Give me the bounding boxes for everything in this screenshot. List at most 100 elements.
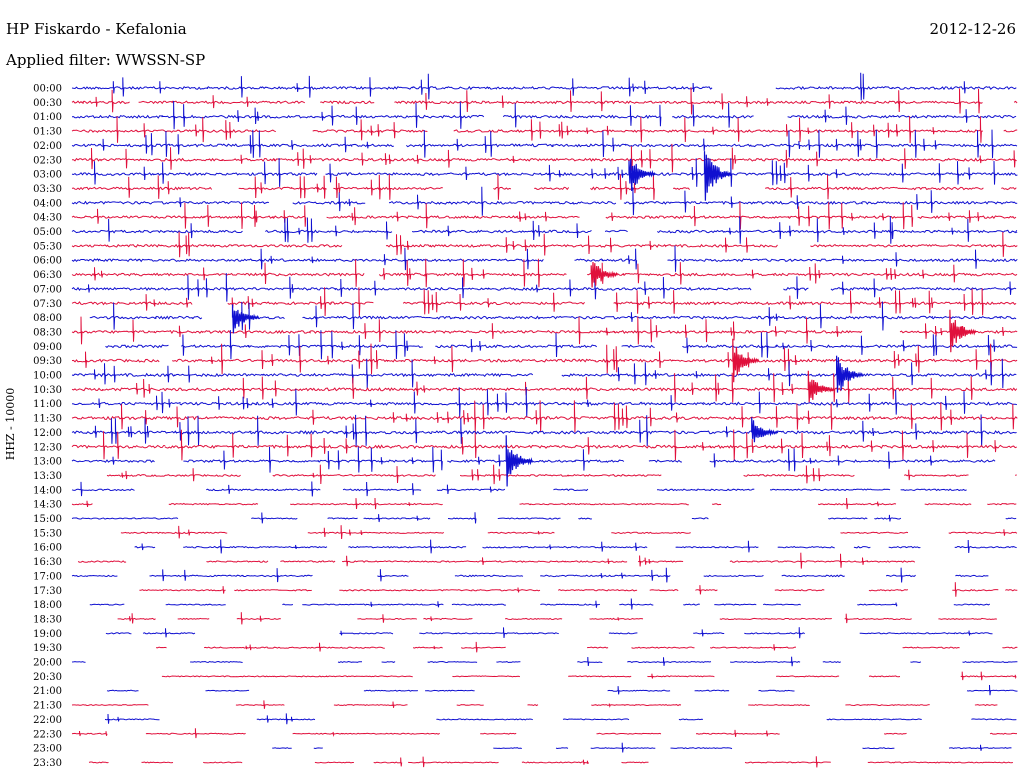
trace-line bbox=[71, 728, 1017, 739]
row-label: 02:00 bbox=[33, 141, 62, 152]
trace-line bbox=[71, 258, 1018, 288]
row-label: 00:00 bbox=[33, 84, 62, 95]
row-label: 04:30 bbox=[33, 213, 62, 224]
row-label: 03:00 bbox=[33, 170, 62, 181]
row-label: 08:30 bbox=[33, 327, 62, 338]
trace-line bbox=[71, 656, 1018, 667]
event-burst bbox=[231, 304, 260, 334]
trace-line bbox=[71, 512, 1017, 524]
trace-line bbox=[134, 539, 1017, 554]
trace-line bbox=[71, 429, 1017, 461]
event-burst bbox=[590, 261, 618, 288]
row-label: 23:00 bbox=[33, 744, 62, 755]
row-label: 15:30 bbox=[33, 528, 62, 539]
trace-line bbox=[71, 216, 1018, 244]
trace-line bbox=[71, 400, 1018, 433]
event-burst bbox=[628, 158, 656, 192]
row-label: 19:30 bbox=[33, 643, 62, 654]
trace-line bbox=[71, 116, 1018, 144]
event-burst bbox=[732, 338, 760, 383]
event-burst bbox=[703, 151, 732, 201]
row-label: 13:00 bbox=[33, 457, 62, 468]
trace-line bbox=[71, 358, 1017, 389]
trace-line bbox=[71, 157, 1018, 187]
trace-line bbox=[71, 414, 1017, 447]
event-burst bbox=[751, 417, 779, 443]
trace-line bbox=[71, 446, 996, 473]
row-label: 23:30 bbox=[33, 758, 62, 769]
trace-line bbox=[71, 386, 1018, 418]
trace-line bbox=[71, 481, 967, 497]
trace-line bbox=[71, 100, 1017, 130]
trace-line bbox=[71, 231, 1018, 258]
row-label: 21:30 bbox=[33, 701, 62, 712]
date-label: 2012-12-26 bbox=[929, 20, 1016, 38]
trace-line bbox=[161, 671, 1017, 681]
trace-line bbox=[71, 316, 1018, 345]
event-burst bbox=[807, 370, 835, 403]
row-label: 10:00 bbox=[33, 371, 62, 382]
trace-line bbox=[71, 87, 1018, 115]
row-label: 17:30 bbox=[33, 586, 62, 597]
row-label: 06:30 bbox=[33, 270, 62, 281]
trace-line bbox=[105, 330, 1018, 360]
row-label: 09:00 bbox=[33, 342, 62, 353]
trace-line bbox=[272, 742, 1012, 753]
row-label: 05:30 bbox=[33, 241, 62, 252]
trace-line bbox=[139, 582, 1018, 597]
row-label: 01:00 bbox=[33, 112, 62, 123]
trace-line bbox=[71, 174, 1017, 200]
event-burst bbox=[505, 435, 533, 487]
station-title: HP Fiskardo - Kefalonia bbox=[6, 20, 187, 38]
row-label: 22:00 bbox=[33, 715, 62, 726]
trace-line bbox=[88, 756, 1013, 768]
row-label: 20:00 bbox=[33, 658, 62, 669]
trace-line bbox=[71, 372, 1018, 403]
trace-line bbox=[106, 464, 1017, 485]
row-label: 14:00 bbox=[33, 485, 62, 496]
row-label: 00:30 bbox=[33, 98, 62, 109]
filter-label: Applied filter: WWSSN-SP bbox=[6, 51, 206, 69]
row-label: 12:00 bbox=[33, 428, 62, 439]
trace-line bbox=[105, 627, 993, 639]
row-labels: 00:00 00:30 01:00 01:30 02:00 02:30 03:00 03:30… bbox=[33, 84, 62, 769]
row-label: 07:30 bbox=[33, 299, 62, 310]
event-burst bbox=[836, 355, 864, 393]
trace-line bbox=[71, 186, 1018, 216]
trace-line bbox=[71, 72, 1017, 101]
trace-line bbox=[71, 273, 1017, 302]
row-label: 16:30 bbox=[33, 557, 62, 568]
row-label: 22:30 bbox=[33, 729, 62, 740]
row-label: 11:00 bbox=[33, 399, 62, 410]
trace-line bbox=[71, 287, 1017, 317]
row-label: 07:00 bbox=[33, 284, 62, 295]
row-label: 06:00 bbox=[33, 256, 62, 267]
row-label: 14:30 bbox=[33, 500, 62, 511]
trace-line bbox=[71, 245, 1018, 272]
row-label: 18:00 bbox=[33, 600, 62, 611]
seismic-traces bbox=[71, 72, 1018, 768]
trace-line bbox=[104, 713, 1017, 725]
trace-line bbox=[71, 129, 1018, 159]
trace-line bbox=[156, 641, 1018, 653]
row-label: 01:30 bbox=[33, 127, 62, 138]
trace-line bbox=[117, 612, 997, 625]
row-label: 16:00 bbox=[33, 543, 62, 554]
row-label: 15:00 bbox=[33, 514, 62, 525]
trace-line bbox=[71, 700, 998, 709]
row-label: 09:30 bbox=[33, 356, 62, 367]
trace-line bbox=[71, 343, 1018, 375]
trace-line bbox=[77, 552, 916, 569]
trace-line bbox=[71, 497, 1017, 510]
row-label: 11:30 bbox=[33, 414, 62, 425]
row-label: 13:30 bbox=[33, 471, 62, 482]
row-label: 02:30 bbox=[33, 155, 62, 166]
row-label: 18:30 bbox=[33, 614, 62, 625]
trace-line bbox=[71, 143, 1017, 173]
event-burst bbox=[949, 309, 977, 353]
row-label: 03:30 bbox=[33, 184, 62, 195]
trace-line bbox=[71, 567, 989, 583]
row-label: 08:00 bbox=[33, 313, 62, 324]
row-label: 19:00 bbox=[33, 629, 62, 640]
